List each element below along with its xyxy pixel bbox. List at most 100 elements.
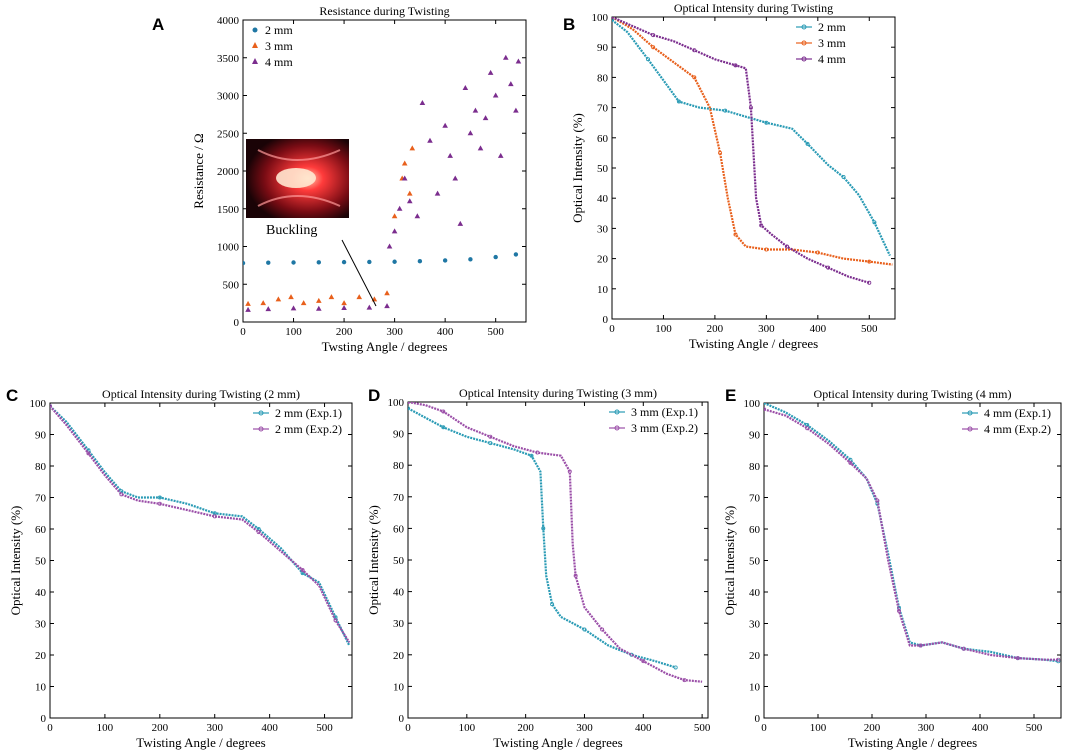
- y-tick-label: 3500: [217, 53, 240, 65]
- data-point: [805, 141, 810, 146]
- data-point: [434, 190, 441, 196]
- data-point: [502, 54, 509, 60]
- y-tick-label: 80: [749, 461, 761, 473]
- data-point: [391, 213, 398, 219]
- legend: 2 mm (Exp.1) 2 mm (Exp.2): [253, 406, 342, 436]
- legend-label: 4 mm: [818, 52, 846, 66]
- y-tick-label: 50: [749, 556, 761, 568]
- legend-label: 4 mm (Exp.1): [984, 406, 1051, 420]
- data-point: [759, 223, 764, 228]
- data-point: [300, 567, 305, 572]
- x-tick-label: 0: [609, 323, 615, 335]
- data-point: [157, 501, 162, 506]
- legend-marker: [258, 410, 264, 416]
- x-axis-label: Twisting Angle / degrees: [848, 735, 977, 750]
- data-point: [341, 300, 347, 306]
- legend-marker: [252, 42, 258, 48]
- legend: 2 mm 3 mm 4 mm: [796, 20, 846, 66]
- data-point: [260, 300, 267, 306]
- y-tick-label: 10: [393, 681, 405, 693]
- data-point: [243, 260, 246, 266]
- data-point: [316, 260, 322, 265]
- data-point: [391, 228, 398, 234]
- x-tick-label: 400: [261, 722, 278, 734]
- data-point: [291, 260, 296, 265]
- data-point: [784, 244, 789, 249]
- data-point: [245, 306, 251, 312]
- data-point: [467, 130, 474, 136]
- y-tick-label: 3000: [217, 91, 240, 103]
- y-axis-label: Optical Intensity (%): [8, 506, 23, 616]
- data-point: [462, 84, 469, 90]
- data-point: [651, 45, 656, 50]
- data-point: [316, 305, 322, 311]
- panel-label-D: D: [368, 386, 380, 405]
- legend-marker: [801, 40, 807, 46]
- legend-label: 4 mm: [265, 55, 293, 69]
- legend-label: 2 mm (Exp.1): [275, 406, 342, 420]
- data-point: [682, 678, 687, 683]
- y-tick-label: 20: [597, 254, 609, 266]
- data-point: [417, 259, 423, 264]
- x-tick-label: 100: [810, 722, 827, 734]
- y-axis-label: Optical Intensity (%): [722, 506, 737, 616]
- y-tick-label: 30: [35, 619, 47, 631]
- data-point: [529, 453, 534, 458]
- y-tick-label: 4000: [217, 15, 240, 27]
- y-tick-label: 0: [603, 314, 609, 326]
- data-point: [356, 294, 363, 300]
- data-point: [447, 152, 453, 158]
- data-point: [692, 48, 697, 53]
- x-tick-label: 0: [761, 722, 767, 734]
- y-tick-label: 500: [223, 279, 240, 291]
- data-point: [300, 300, 307, 306]
- data-point: [386, 243, 393, 249]
- data-point: [477, 145, 484, 151]
- x-tick-label: 200: [336, 326, 353, 338]
- panel-E: E Optical Intensity during Twisting (4 mm…: [722, 386, 1062, 750]
- inset-fiber: [257, 195, 341, 207]
- x-tick-label: 200: [707, 323, 724, 335]
- data-point: [641, 659, 646, 664]
- y-tick-label: 40: [393, 587, 405, 599]
- panel-label-E: E: [725, 386, 736, 405]
- x-tick-label: 300: [758, 323, 775, 335]
- y-tick-label: 20: [749, 650, 761, 662]
- legend-label: 3 mm (Exp.2): [631, 421, 698, 435]
- inset-fiber: [257, 149, 341, 161]
- data-point: [119, 492, 124, 497]
- x-tick-label: 0: [405, 722, 411, 734]
- data-point: [1015, 656, 1020, 661]
- chart-title: Optical Intensity during Twisting: [674, 1, 833, 15]
- y-tick-label: 40: [749, 587, 761, 599]
- x-tick-label: 500: [861, 323, 878, 335]
- y-tick-label: 40: [597, 193, 609, 205]
- y-tick-label: 30: [597, 223, 609, 235]
- data-point: [427, 137, 433, 143]
- y-tick-label: 10: [749, 682, 761, 694]
- chart-title: Optical Intensity during Twisting (4 mm): [814, 387, 1012, 401]
- data-point: [764, 407, 766, 412]
- y-tick-label: 100: [30, 398, 47, 410]
- data-point: [288, 294, 294, 300]
- series-line-0: [408, 407, 676, 669]
- legend-label: 2 mm: [265, 23, 293, 37]
- x-axis-label: Twisting Angle / degrees: [136, 735, 265, 750]
- data-point: [401, 175, 408, 181]
- y-tick-label: 100: [592, 12, 609, 24]
- data-point: [875, 498, 880, 503]
- x-axis-label: Twsting Angle / degrees: [322, 339, 448, 354]
- legend-marker: [614, 425, 620, 431]
- inset-glow-spot: [276, 168, 316, 188]
- x-axis-label: Twisting Angle / degrees: [689, 336, 818, 351]
- data-point: [826, 265, 831, 270]
- y-tick-label: 0: [234, 317, 240, 329]
- x-tick-label: 300: [576, 722, 593, 734]
- series-line-1: [612, 17, 893, 266]
- data-point: [535, 450, 540, 455]
- annotation-arrow: [341, 239, 377, 307]
- x-tick-label: 300: [386, 326, 403, 338]
- x-tick-label: 200: [152, 722, 169, 734]
- data-point: [414, 213, 421, 219]
